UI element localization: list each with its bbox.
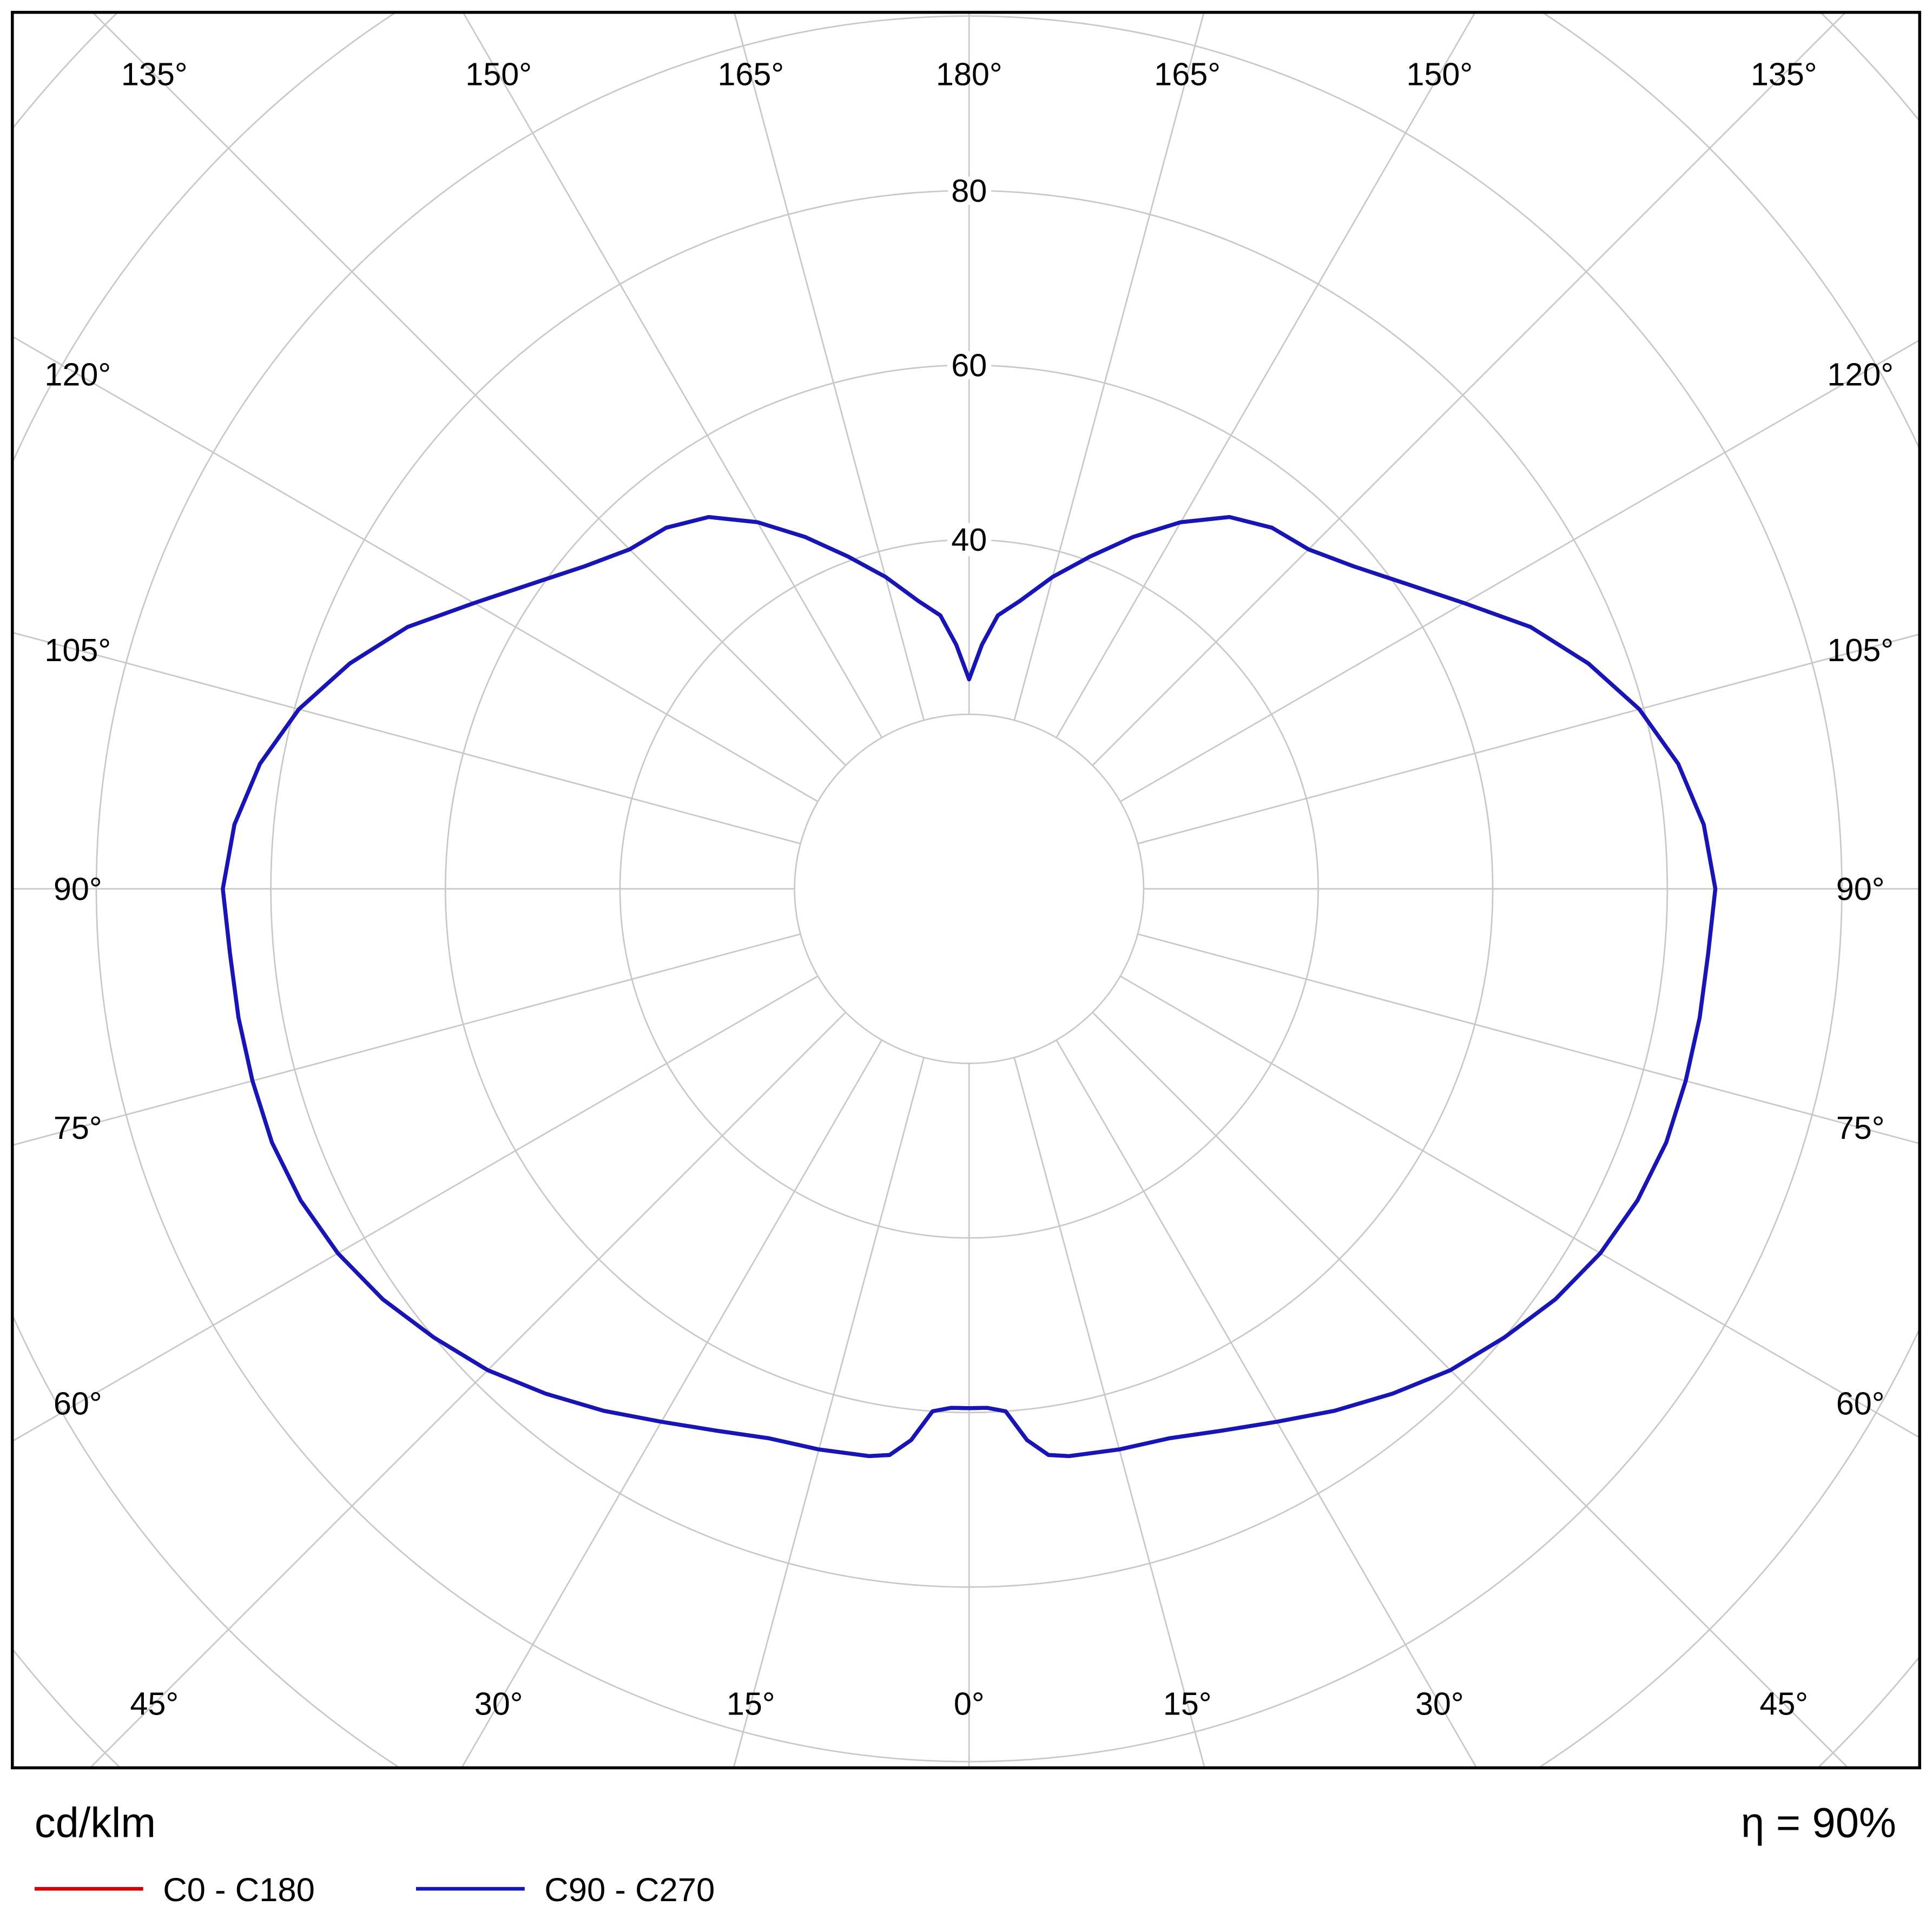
angle-label: 90°	[1836, 871, 1885, 907]
legend-label-c0-c180: C0 - C180	[163, 1871, 315, 1909]
radial-label: 60	[951, 347, 987, 383]
unit-label: cd/klm	[35, 1799, 156, 1846]
angle-label: 60°	[54, 1385, 102, 1421]
angle-label: 30°	[1415, 1685, 1464, 1722]
grid-spoke	[1056, 1039, 1478, 1768]
grid-spoke	[12, 631, 801, 845]
angle-label: 135°	[121, 56, 188, 92]
angle-label: 0°	[954, 1685, 985, 1722]
angle-label: 180°	[936, 56, 1003, 92]
angle-label: 120°	[1827, 356, 1894, 392]
curve-c90-c270	[221, 515, 1718, 1459]
axis-labels: 0° 15° 15° 30° 30° 45° 45° 60° 60° 75° 75° 90° 90° 10…	[44, 56, 1894, 1722]
footer: cd/klm η = 90% C0 - C180 C90 - C270	[35, 1799, 1896, 1909]
grid-spoke	[460, 1039, 883, 1768]
angle-label: 45°	[1759, 1685, 1808, 1722]
angle-label: 15°	[1163, 1685, 1212, 1722]
angle-label: 105°	[44, 632, 111, 668]
intensity-curves	[221, 515, 1718, 1459]
grid-spoke	[12, 335, 819, 802]
angle-label: 105°	[1827, 632, 1894, 668]
angle-label: 75°	[54, 1110, 102, 1146]
angle-label: 30°	[474, 1685, 523, 1722]
plot-border	[11, 11, 1921, 1770]
legend: C0 - C180 C90 - C270	[34, 1871, 715, 1909]
angle-label: 45°	[130, 1685, 179, 1722]
radial-label: 80	[951, 173, 987, 209]
grid-spoke	[1013, 1057, 1205, 1768]
angle-label: 165°	[1154, 56, 1221, 92]
efficiency-label: η = 90%	[1741, 1799, 1896, 1846]
angle-label: 90°	[54, 871, 102, 907]
grid-spoke	[1092, 1012, 1849, 1768]
grid-spoke	[1056, 12, 1476, 738]
grid-spoke	[1013, 12, 1205, 721]
grid-spoke	[1137, 933, 1920, 1145]
angle-label: 120°	[44, 356, 111, 392]
angle-label: 75°	[1836, 1110, 1885, 1146]
grid-spoke	[89, 1012, 847, 1768]
angle-label: 165°	[717, 56, 784, 92]
grid-spoke	[1119, 975, 1920, 1439]
radial-label: 40	[951, 522, 987, 558]
grid-ring	[794, 713, 1145, 1064]
grid-spoke	[462, 12, 883, 738]
grid-spoke	[733, 12, 925, 721]
grid-spoke	[12, 933, 801, 1146]
legend-label-c90-c270: C90 - C270	[544, 1871, 715, 1909]
angle-label: 60°	[1836, 1385, 1885, 1421]
angle-label: 150°	[465, 56, 532, 92]
grid-spoke	[91, 12, 847, 766]
grid-spoke	[733, 1057, 925, 1768]
grid-spoke	[1137, 633, 1920, 845]
grid-spoke	[12, 975, 819, 1442]
angle-label: 150°	[1406, 56, 1473, 92]
grid-spoke	[1119, 339, 1920, 802]
angle-label: 135°	[1751, 56, 1817, 92]
angle-label: 15°	[727, 1685, 775, 1722]
grid-spoke	[1092, 12, 1847, 766]
